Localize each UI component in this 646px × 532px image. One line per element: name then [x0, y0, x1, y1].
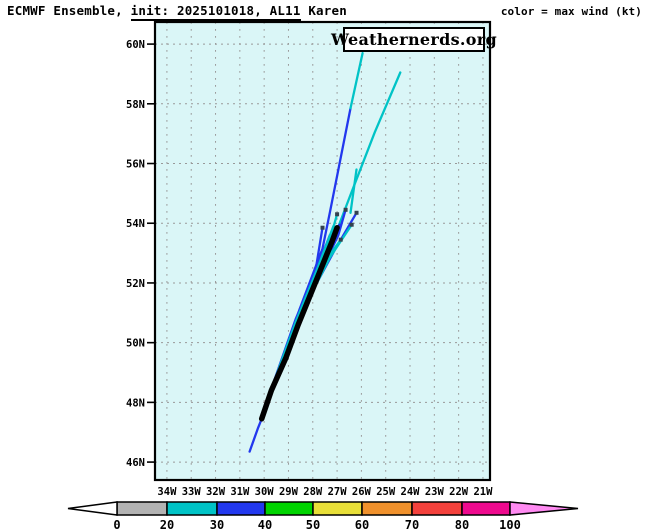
lon-tick-label: 26W [352, 486, 372, 498]
colorbar-segment [216, 501, 266, 516]
lat-tick-label: 52N [126, 278, 145, 290]
lon-axis: 34W 33W 32W 31W 30W 29W 28W 27W 26W 25W 24W 23W 22W 2… [157, 486, 493, 498]
colorbar-segment [361, 501, 413, 516]
colorbar-segment [264, 501, 314, 516]
endpoint-marker [354, 210, 359, 215]
member-track-segment [349, 51, 364, 110]
lon-tick-label: 24W [401, 486, 421, 498]
endpoint-marker [335, 212, 340, 217]
colorbar-right-arrow [509, 501, 579, 516]
weathernerds-watermark: Weathernerds.org [331, 27, 497, 52]
colorbar-segment [312, 501, 363, 516]
colorbar-tick-label: 70 [405, 518, 419, 532]
colorbar-tick-label: 100 [499, 518, 521, 532]
lat-tick-label: 60N [126, 39, 145, 51]
lat-tick-label: 50N [126, 338, 145, 350]
endpoint-marker [349, 222, 354, 227]
chart-title-storm: Karen [300, 3, 347, 18]
lat-tick-label: 56N [126, 159, 145, 171]
lon-tick-label: 34W [157, 486, 177, 498]
lon-tick-label: 25W [376, 486, 396, 498]
lon-tick-label: 28W [303, 486, 323, 498]
colorbar-tick-label: 60 [355, 518, 369, 532]
lat-tick-label: 54N [126, 218, 145, 230]
colorbar-segment [166, 501, 218, 516]
colorbar-tick-label: 40 [258, 518, 272, 532]
endpoint-marker [343, 207, 348, 212]
colorbar-tick-label: 0 [113, 518, 120, 532]
lon-tick-label: 33W [182, 486, 202, 498]
colorbar-tick-label: 20 [160, 518, 174, 532]
chart-title-model: ECMWF Ensemble, [7, 3, 131, 18]
chart-title-init: init: 2025101018, AL11 [130, 3, 301, 21]
wind-colorbar: 0 20 30 40 50 60 70 80 100 [67, 501, 579, 532]
colorbar-segment [461, 501, 511, 516]
lat-axis: 46N 48N 50N 52N 54N 56N 58N 60N [126, 39, 154, 469]
endpoint-marker [338, 237, 343, 242]
lat-tick-label: 46N [126, 457, 145, 469]
chart-title: ECMWF Ensemble, init: 2025101018, AL11 K… [7, 3, 347, 21]
lon-tick-label: 23W [425, 486, 445, 498]
lon-tick-label: 27W [328, 486, 348, 498]
map-frame [153, 20, 492, 482]
member-track-segment [349, 168, 358, 214]
lat-tick-label: 58N [126, 99, 145, 111]
endpoint-marker [320, 225, 325, 230]
colorbar-left-arrow [67, 501, 118, 516]
lat-tick-label: 48N [126, 397, 145, 409]
lon-tick-label: 30W [255, 486, 275, 498]
ensemble-mean-track [258, 224, 340, 422]
lon-tick-label: 31W [230, 486, 250, 498]
colorbar-tick-label: 80 [455, 518, 469, 532]
track-endpoint-markers [320, 207, 359, 242]
lon-tick-label: 29W [279, 486, 299, 498]
colorbar-caption: color = max wind (kt) [500, 5, 642, 18]
colorbar-segment [411, 501, 463, 516]
lon-tick-label: 32W [206, 486, 226, 498]
lon-tick-label: 22W [449, 486, 469, 498]
lon-tick-label: 21W [473, 486, 493, 498]
colorbar-segment [116, 501, 168, 516]
colorbar-tick-label: 50 [306, 518, 320, 532]
map-gridlines [155, 22, 490, 480]
colorbar-tick-label: 30 [210, 518, 224, 532]
